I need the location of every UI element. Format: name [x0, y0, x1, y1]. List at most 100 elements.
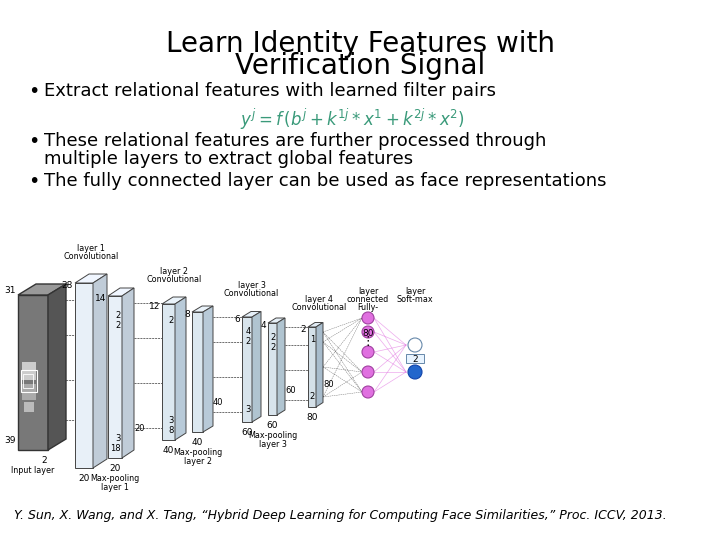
Polygon shape: [18, 284, 66, 295]
Circle shape: [408, 338, 422, 352]
Text: 3: 3: [116, 434, 121, 443]
Text: Learn Identity Features with: Learn Identity Features with: [166, 30, 554, 58]
Text: 8: 8: [168, 426, 174, 435]
Polygon shape: [162, 304, 175, 440]
Text: 3: 3: [246, 405, 251, 414]
Text: 12: 12: [148, 302, 160, 311]
Text: 2: 2: [300, 325, 306, 334]
Text: 40: 40: [163, 446, 174, 455]
Text: These relational features are further processed through: These relational features are further pr…: [44, 132, 546, 150]
Text: •: •: [28, 132, 40, 151]
Text: 40: 40: [213, 398, 223, 407]
Bar: [24, 402, 34, 412]
Text: 31: 31: [4, 286, 16, 295]
Text: Convolutional: Convolutional: [292, 302, 346, 312]
Bar: [22, 384, 36, 400]
Polygon shape: [122, 288, 134, 458]
Text: Max-pooling: Max-pooling: [173, 448, 222, 457]
Polygon shape: [93, 274, 107, 468]
Text: connected: connected: [347, 294, 389, 303]
Polygon shape: [316, 322, 323, 407]
Text: Extract relational features with learned filter pairs: Extract relational features with learned…: [44, 82, 496, 100]
Text: 80: 80: [306, 413, 318, 422]
Polygon shape: [108, 296, 122, 458]
Polygon shape: [75, 274, 107, 283]
Text: Input layer: Input layer: [12, 466, 55, 475]
Circle shape: [362, 312, 374, 324]
Text: 2: 2: [116, 321, 121, 330]
Text: 14: 14: [94, 294, 106, 303]
Text: 80: 80: [362, 329, 374, 338]
Circle shape: [362, 326, 374, 338]
Polygon shape: [203, 306, 213, 432]
Polygon shape: [268, 318, 285, 323]
Text: Fully-: Fully-: [357, 302, 379, 312]
Text: Convolutional: Convolutional: [63, 252, 119, 261]
Polygon shape: [268, 323, 277, 415]
Text: layer: layer: [358, 287, 378, 295]
Text: 2: 2: [310, 392, 315, 401]
Text: Y. Sun, X. Wang, and X. Tang, “Hybrid Deep Learning for Computing Face Similarit: Y. Sun, X. Wang, and X. Tang, “Hybrid De…: [14, 509, 667, 522]
Text: •: •: [28, 172, 40, 191]
Text: 4: 4: [261, 321, 266, 330]
Text: Max-pooling: Max-pooling: [91, 474, 140, 483]
Polygon shape: [308, 322, 323, 327]
Text: 39: 39: [4, 436, 16, 445]
Polygon shape: [308, 327, 316, 407]
Bar: [23, 374, 33, 388]
Circle shape: [362, 386, 374, 398]
Text: Convolutional: Convolutional: [224, 289, 279, 299]
Text: layer 4: layer 4: [305, 294, 333, 303]
Text: 6: 6: [234, 315, 240, 324]
Text: 60: 60: [266, 421, 278, 430]
Text: ⋮: ⋮: [361, 335, 374, 348]
Text: 60: 60: [285, 386, 296, 395]
Text: Convolutional: Convolutional: [146, 275, 202, 284]
Polygon shape: [192, 312, 203, 432]
Text: The fully connected layer can be used as face representations: The fully connected layer can be used as…: [44, 172, 606, 190]
Polygon shape: [277, 318, 285, 415]
Text: layer 1: layer 1: [77, 244, 105, 253]
Text: 80: 80: [323, 380, 333, 389]
Text: 2: 2: [168, 316, 174, 325]
Text: layer 3: layer 3: [238, 281, 266, 291]
Text: 60: 60: [241, 428, 253, 437]
Polygon shape: [242, 312, 261, 317]
Bar: [21, 370, 37, 392]
Text: 2: 2: [41, 456, 47, 465]
Text: layer 1: layer 1: [101, 483, 129, 492]
Text: 40: 40: [192, 438, 203, 447]
Circle shape: [408, 365, 422, 379]
Text: 18: 18: [110, 444, 121, 453]
Text: 2: 2: [116, 311, 121, 320]
Text: $y^j = f\,(b^j + k^{1j} * x^1 + k^{2j} * x^2)$: $y^j = f\,(b^j + k^{1j} * x^1 + k^{2j} *…: [240, 107, 465, 132]
Text: 20: 20: [78, 474, 90, 483]
Text: •: •: [28, 82, 40, 101]
Text: 2: 2: [412, 355, 418, 364]
Text: layer 3: layer 3: [258, 440, 287, 449]
Text: Soft-max: Soft-max: [397, 294, 433, 303]
Text: Max-pooling: Max-pooling: [248, 431, 297, 440]
Polygon shape: [48, 284, 66, 450]
Circle shape: [362, 346, 374, 358]
Text: 2: 2: [246, 337, 251, 346]
Text: layer 2: layer 2: [184, 457, 212, 466]
Polygon shape: [175, 297, 186, 440]
Polygon shape: [192, 306, 213, 312]
Polygon shape: [242, 317, 252, 422]
Text: Verification Signal: Verification Signal: [235, 52, 485, 80]
Polygon shape: [252, 312, 261, 422]
Text: layer 2: layer 2: [160, 267, 188, 276]
Polygon shape: [162, 297, 186, 304]
Bar: [22, 362, 36, 380]
Text: 1: 1: [310, 335, 315, 344]
Text: 28: 28: [62, 281, 73, 290]
Circle shape: [362, 366, 374, 378]
Text: 4: 4: [246, 327, 251, 336]
Text: 2: 2: [271, 343, 276, 352]
Polygon shape: [18, 295, 48, 450]
Text: 20: 20: [134, 424, 145, 433]
Text: multiple layers to extract global features: multiple layers to extract global featur…: [44, 150, 413, 168]
Text: 3: 3: [168, 416, 174, 425]
Polygon shape: [75, 283, 93, 468]
